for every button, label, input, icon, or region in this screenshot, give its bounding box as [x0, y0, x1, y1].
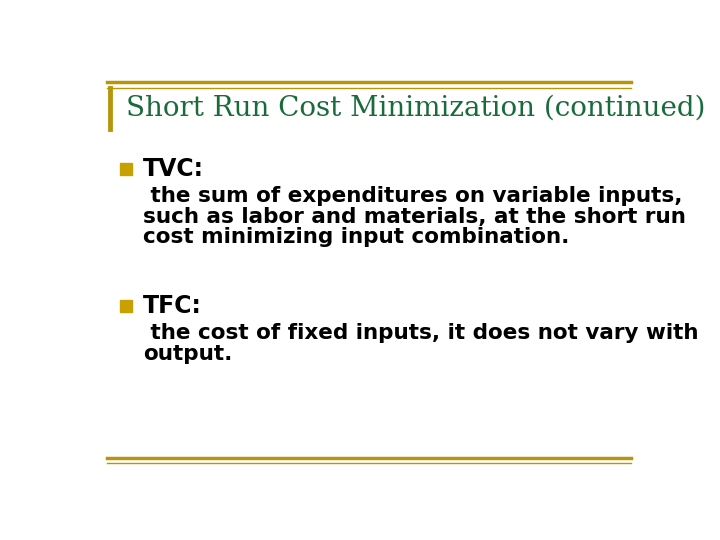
Text: TVC:: TVC:	[143, 157, 204, 181]
Text: output.: output.	[143, 344, 233, 364]
Text: such as labor and materials, at the short run: such as labor and materials, at the shor…	[143, 207, 686, 227]
Text: cost minimizing input combination.: cost minimizing input combination.	[143, 227, 570, 247]
Text: Short Run Cost Minimization (continued): Short Run Cost Minimization (continued)	[126, 95, 706, 122]
Text: the cost of fixed inputs, it does not vary with: the cost of fixed inputs, it does not va…	[143, 323, 698, 343]
Text: TFC:: TFC:	[143, 294, 202, 318]
Text: the sum of expenditures on variable inputs,: the sum of expenditures on variable inpu…	[143, 186, 683, 206]
